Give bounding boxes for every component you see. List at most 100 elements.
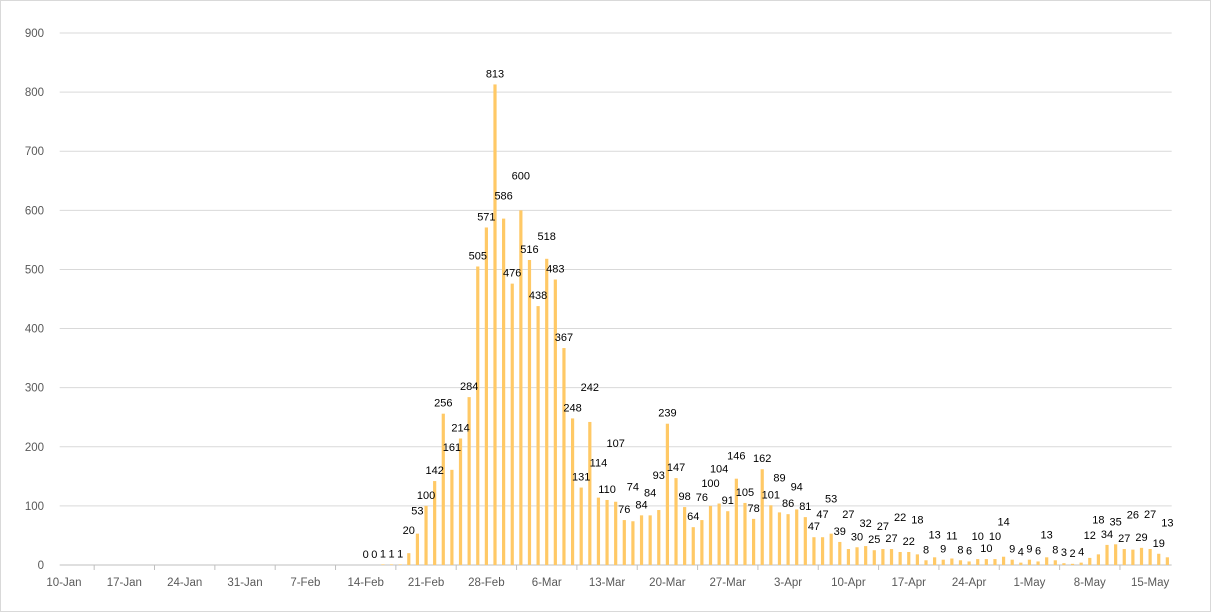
data-label: 32: [860, 518, 872, 530]
bar: [553, 279, 557, 565]
bar: [855, 547, 859, 565]
data-label: 13: [1161, 517, 1173, 529]
bar: [786, 514, 790, 565]
data-label: 13: [1041, 529, 1053, 541]
data-label: 813: [486, 68, 504, 80]
bar: [657, 510, 661, 565]
bar: [812, 537, 816, 565]
bar: [622, 520, 626, 565]
x-tick-label: 7-Feb: [290, 577, 320, 589]
data-label: 1: [380, 548, 386, 560]
data-label: 131: [572, 472, 590, 484]
data-label: 518: [538, 231, 556, 243]
data-label: 586: [494, 191, 512, 203]
data-label: 4: [1078, 547, 1084, 559]
bar: [1053, 560, 1057, 565]
data-label: 10: [989, 531, 1001, 543]
bar: [1079, 562, 1083, 565]
bar: [484, 227, 488, 565]
bar: [588, 421, 592, 565]
bar: [726, 511, 730, 565]
bar: [872, 550, 876, 565]
data-label: 27: [877, 521, 889, 533]
data-label: 107: [607, 438, 625, 450]
data-label: 47: [808, 521, 820, 533]
bar: [967, 561, 971, 565]
bar: [976, 559, 980, 565]
y-axis: 0 100 200 300 400 500 600 700 800 900: [25, 28, 44, 572]
bar: [674, 478, 678, 565]
bar: [536, 306, 540, 565]
data-label: 114: [590, 458, 608, 470]
x-tick-label: 21-Feb: [408, 577, 444, 589]
bar: [889, 549, 894, 565]
bar: [398, 564, 402, 565]
bar: [467, 397, 471, 565]
data-label: 84: [635, 499, 647, 511]
data-label: 142: [425, 465, 443, 477]
data-label: 29: [1135, 532, 1147, 544]
data-label: 98: [679, 491, 691, 503]
data-label: 47: [816, 509, 828, 521]
bar: [458, 438, 463, 565]
bar: [1001, 556, 1006, 565]
bar: [545, 258, 549, 565]
x-tick-label: 20-Mar: [649, 577, 686, 589]
y-tick-label: 500: [25, 264, 44, 276]
bar: [829, 533, 833, 565]
bar: [717, 503, 721, 565]
bar: [1165, 557, 1169, 565]
y-tick-label: 700: [25, 146, 44, 158]
bar: [777, 512, 782, 565]
bar: [579, 487, 583, 565]
bar: [743, 502, 747, 565]
data-label: 505: [469, 250, 487, 262]
data-label: 39: [834, 526, 846, 538]
data-label: 27: [1144, 509, 1156, 521]
x-tick-label: 24-Jan: [167, 577, 202, 589]
data-label: 248: [563, 402, 581, 414]
bar: [1131, 549, 1135, 565]
x-tick-label: 1-May: [1013, 577, 1045, 589]
bar: [493, 84, 497, 565]
bar: [562, 348, 566, 565]
bar: [1096, 554, 1100, 565]
data-label: 9: [940, 544, 946, 556]
data-label: 147: [667, 462, 685, 474]
bar: [389, 564, 394, 565]
x-tick-label: 10-Apr: [831, 577, 866, 589]
x-tick-label: 10-Jan: [46, 577, 81, 589]
data-label: 571: [477, 211, 495, 223]
y-tick-label: 0: [38, 560, 44, 572]
bar: [1157, 553, 1161, 565]
data-label: 27: [1118, 533, 1130, 545]
bar: [941, 559, 945, 565]
bar: [381, 564, 385, 565]
data-label: 12: [1084, 530, 1096, 542]
data-label: 22: [903, 536, 915, 548]
x-tick-label: 14-Feb: [347, 577, 383, 589]
data-label: 242: [581, 382, 599, 394]
data-label: 600: [512, 170, 530, 182]
bar: [648, 515, 652, 565]
data-label: 18: [1092, 514, 1104, 526]
bar: [993, 559, 997, 565]
bar: [950, 558, 954, 565]
x-tick-label: 3-Apr: [774, 577, 802, 589]
bar: [639, 515, 644, 565]
data-label: 84: [644, 487, 656, 499]
bar: [433, 481, 437, 565]
data-labels: 0 0 1 1 120531001422561612142845055718135864…: [363, 68, 1174, 561]
data-label: 11: [946, 530, 957, 542]
bar: [424, 505, 428, 565]
data-label: 8: [1052, 544, 1058, 556]
x-tick-label: 27-Mar: [710, 577, 747, 589]
bar: [519, 210, 523, 566]
data-label: 6: [966, 545, 972, 557]
x-tick-label: 6-Mar: [532, 577, 562, 589]
data-label: 76: [618, 504, 630, 516]
data-label: 367: [555, 332, 573, 344]
bar: [605, 499, 609, 565]
y-tick-label: 800: [25, 87, 44, 99]
